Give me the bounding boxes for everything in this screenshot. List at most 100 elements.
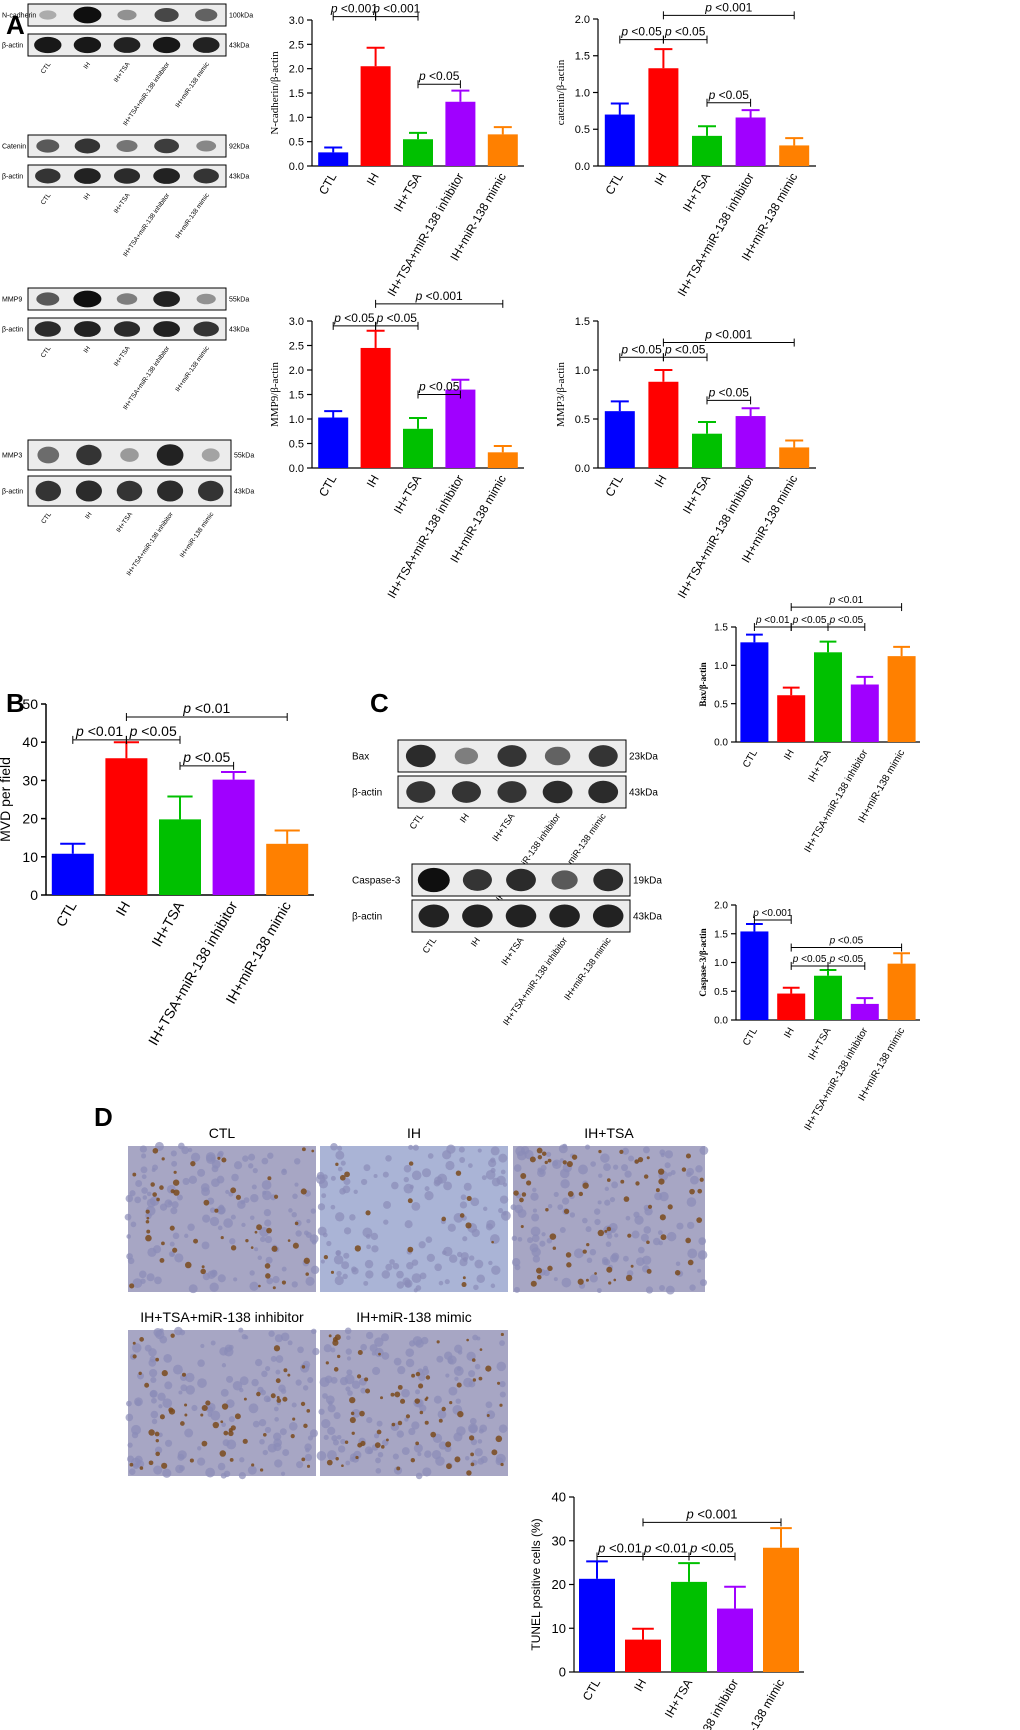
cell-nucleus (697, 1268, 702, 1273)
tunel-positive-cell (193, 1238, 199, 1244)
tunel-positive-cell (234, 1413, 241, 1420)
cell-nucleus (569, 1212, 576, 1218)
tunel-positive-cell (281, 1280, 287, 1285)
cell-nucleus (340, 1438, 346, 1445)
cell-nucleus (344, 1374, 355, 1385)
cell-nucleus (335, 1212, 345, 1222)
cell-nucleus (676, 1222, 684, 1230)
tunel-positive-cell (459, 1213, 465, 1218)
cell-nucleus (125, 1413, 134, 1422)
cell-nucleus (444, 1445, 452, 1453)
cell-nucleus (614, 1233, 619, 1238)
cell-nucleus (370, 1232, 379, 1241)
y-tick-label: 2.5 (289, 39, 304, 51)
cell-nucleus (473, 1284, 479, 1291)
blot-lane-label: IH+TSA+miR-138 inhibitor (122, 344, 172, 411)
tunel-positive-cell (391, 1422, 396, 1427)
tunel-positive-cell (571, 1154, 578, 1160)
cell-nucleus (427, 1153, 434, 1159)
tunel-positive-cell (332, 1339, 339, 1346)
cell-nucleus (698, 1237, 707, 1245)
blot-6: Caspase-3 19kDa β-actin 43kDa CTL IH IH+TSA IH+… (352, 863, 662, 1027)
cell-nucleus (324, 1375, 333, 1384)
tunel-positive-cell (132, 1354, 137, 1359)
bar-chart-8: 0 10 20 30 40 TUNEL positive cells (%) CTL IH IH… (529, 1490, 804, 1730)
cell-nucleus (318, 1408, 325, 1415)
tunel-positive-cell (335, 1457, 339, 1461)
cell-nucleus (220, 1388, 229, 1397)
bar-ih-tsa (403, 139, 433, 166)
cell-nucleus (127, 1455, 135, 1463)
cell-nucleus (596, 1288, 602, 1293)
cell-nucleus (249, 1281, 259, 1291)
cell-nucleus (141, 1153, 147, 1159)
tunel-positive-cell (272, 1286, 276, 1290)
cell-nucleus (469, 1417, 477, 1425)
cell-nucleus (291, 1281, 298, 1288)
cell-nucleus (415, 1285, 422, 1291)
tunel-positive-cell (436, 1340, 440, 1344)
cell-nucleus (468, 1163, 473, 1168)
bar-ih-tsa (671, 1581, 707, 1672)
cell-nucleus (221, 1422, 226, 1428)
tunel-positive-cell (536, 1274, 542, 1280)
tunel-positive-cell (696, 1217, 703, 1224)
cell-nucleus (219, 1347, 228, 1356)
cell-nucleus (321, 1418, 331, 1429)
cell-nucleus (347, 1390, 353, 1396)
cell-nucleus (365, 1331, 374, 1340)
blot-band (75, 480, 102, 502)
cell-nucleus (397, 1366, 406, 1375)
tunel-positive-cell (230, 1187, 237, 1194)
tunel-positive-cell (411, 1373, 415, 1378)
blot-4: MMP3 55kDa β-actin 43kDa CTL IH IH+TSAIH+TSA+m… (2, 439, 254, 577)
tunel-positive-cell (273, 1194, 279, 1199)
cell-nucleus (470, 1197, 480, 1207)
cell-nucleus (342, 1185, 351, 1194)
cell-nucleus (405, 1358, 415, 1368)
cell-nucleus (188, 1284, 198, 1294)
blot-kda-label: 100kDa (229, 12, 253, 19)
blot-lane-label: IH+TSA+miR-138 inhibitor (125, 510, 175, 577)
tunel-positive-cell (254, 1230, 258, 1234)
tunel-positive-cell (418, 1383, 424, 1389)
cell-nucleus (261, 1370, 268, 1378)
micrographs: CTL IH IH+TSA IH+TSA+miR-138 inhibitor IH+mi… (124, 1125, 709, 1480)
cell-nucleus (164, 1439, 173, 1447)
cell-nucleus (686, 1197, 697, 1207)
tunel-positive-cell (430, 1431, 437, 1438)
tunel-positive-cell (634, 1159, 639, 1164)
tunel-positive-cell (562, 1160, 567, 1165)
y-tick-label: 10 (22, 849, 38, 865)
tunel-positive-cell (565, 1252, 572, 1258)
tunel-positive-cell (419, 1410, 424, 1415)
cell-nucleus (162, 1398, 173, 1409)
cell-nucleus (180, 1384, 188, 1392)
cell-nucleus (392, 1262, 400, 1270)
cell-nucleus (411, 1259, 419, 1266)
y-tick-label: 1.0 (714, 661, 728, 672)
tunel-positive-cell (349, 1396, 356, 1404)
cell-nucleus (163, 1354, 173, 1363)
cell-nucleus (491, 1177, 501, 1187)
cell-nucleus (552, 1159, 562, 1169)
tunel-positive-cell (681, 1167, 687, 1172)
category-label: IH (364, 473, 382, 490)
cell-nucleus (351, 1408, 361, 1418)
blot-row-label: β-actin (352, 912, 382, 923)
blot-lane-label: IH+TSA+miR-138 inhibitor (122, 60, 172, 127)
tunel-positive-cell (446, 1463, 452, 1470)
tunel-positive-cell (455, 1170, 462, 1176)
category-label: CTL (316, 472, 340, 499)
y-tick-label: 0.5 (714, 987, 728, 998)
cell-nucleus (265, 1366, 271, 1372)
cell-nucleus (333, 1254, 344, 1265)
cell-nucleus (295, 1230, 302, 1237)
cell-nucleus (403, 1164, 412, 1173)
cell-nucleus (273, 1432, 282, 1441)
blot-band (454, 747, 479, 765)
cell-nucleus (510, 1204, 517, 1211)
y-tick-label: 1.5 (714, 929, 728, 940)
cell-nucleus (252, 1420, 260, 1428)
tunel-positive-cell (145, 1219, 150, 1224)
